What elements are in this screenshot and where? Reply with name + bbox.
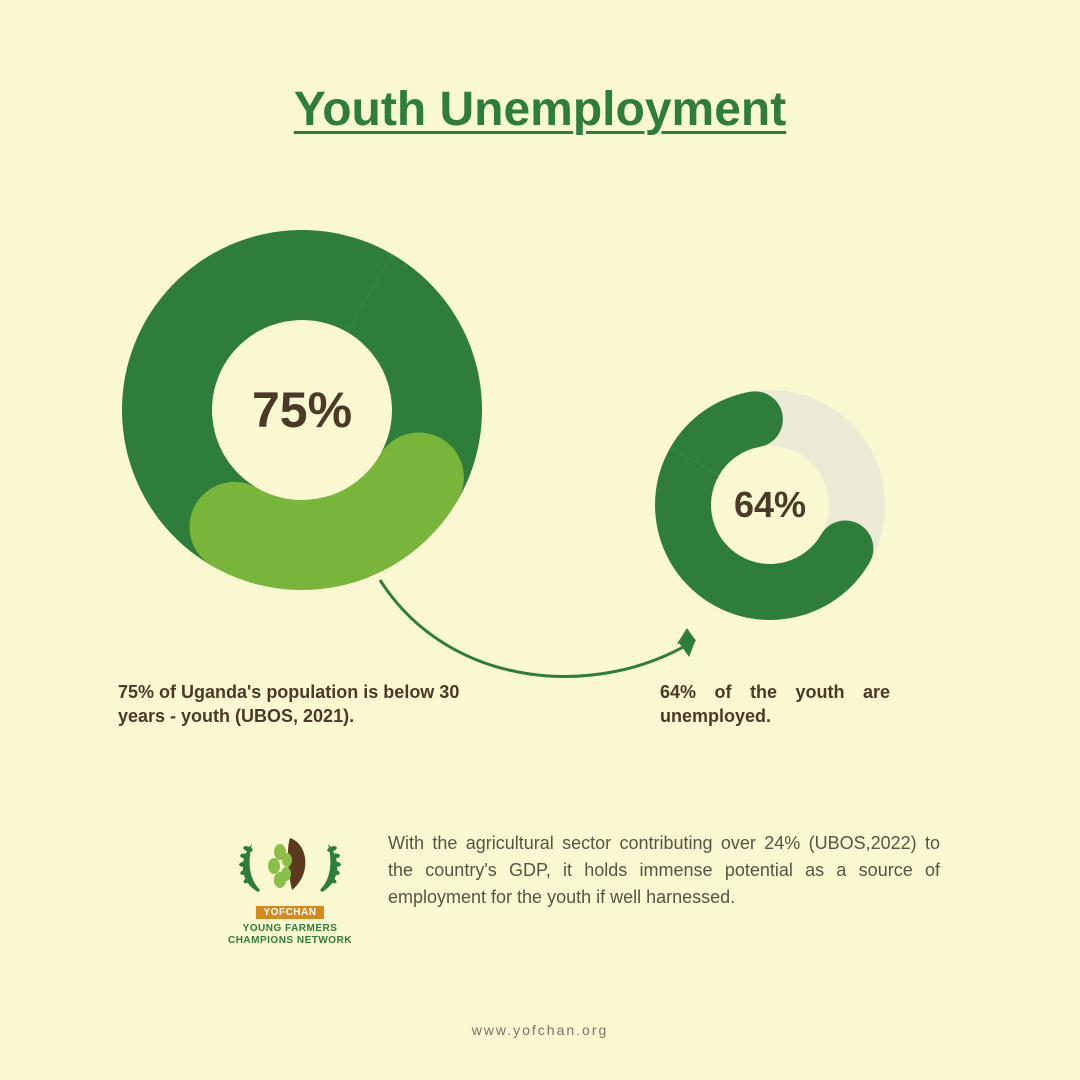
donut-chart-population: 75%: [122, 230, 482, 590]
logo-subtitle: YOUNG FARMERS CHAMPIONS NETWORK: [220, 923, 360, 946]
caption-population: 75% of Uganda's population is below 30 y…: [118, 680, 498, 729]
infographic-canvas: Youth Unemployment 75% 64% 75% of Uganda…: [0, 0, 1080, 1080]
logo-sub-line1: YOUNG FARMERS: [220, 923, 360, 935]
footer-description: With the agricultural sector contributin…: [388, 830, 940, 911]
logo-sub-line2: CHAMPIONS NETWORK: [220, 935, 360, 947]
page-title: Youth Unemployment: [0, 82, 1080, 137]
donut-left-value: 75%: [252, 381, 352, 439]
logo-ribbon: YOFCHAN: [256, 906, 325, 919]
website-url: www.yofchan.org: [0, 1022, 1080, 1038]
donut-right-value: 64%: [734, 484, 806, 526]
caption-unemployed: 64% of the youth are unemployed.: [660, 680, 890, 729]
yofchan-logo: YOFCHAN YOUNG FARMERS CHAMPIONS NETWORK: [220, 830, 360, 946]
logo-emblem-icon: [230, 830, 350, 902]
footer-block: YOFCHAN YOUNG FARMERS CHAMPIONS NETWORK …: [220, 830, 940, 946]
donut-chart-unemployed: 64%: [655, 390, 885, 620]
